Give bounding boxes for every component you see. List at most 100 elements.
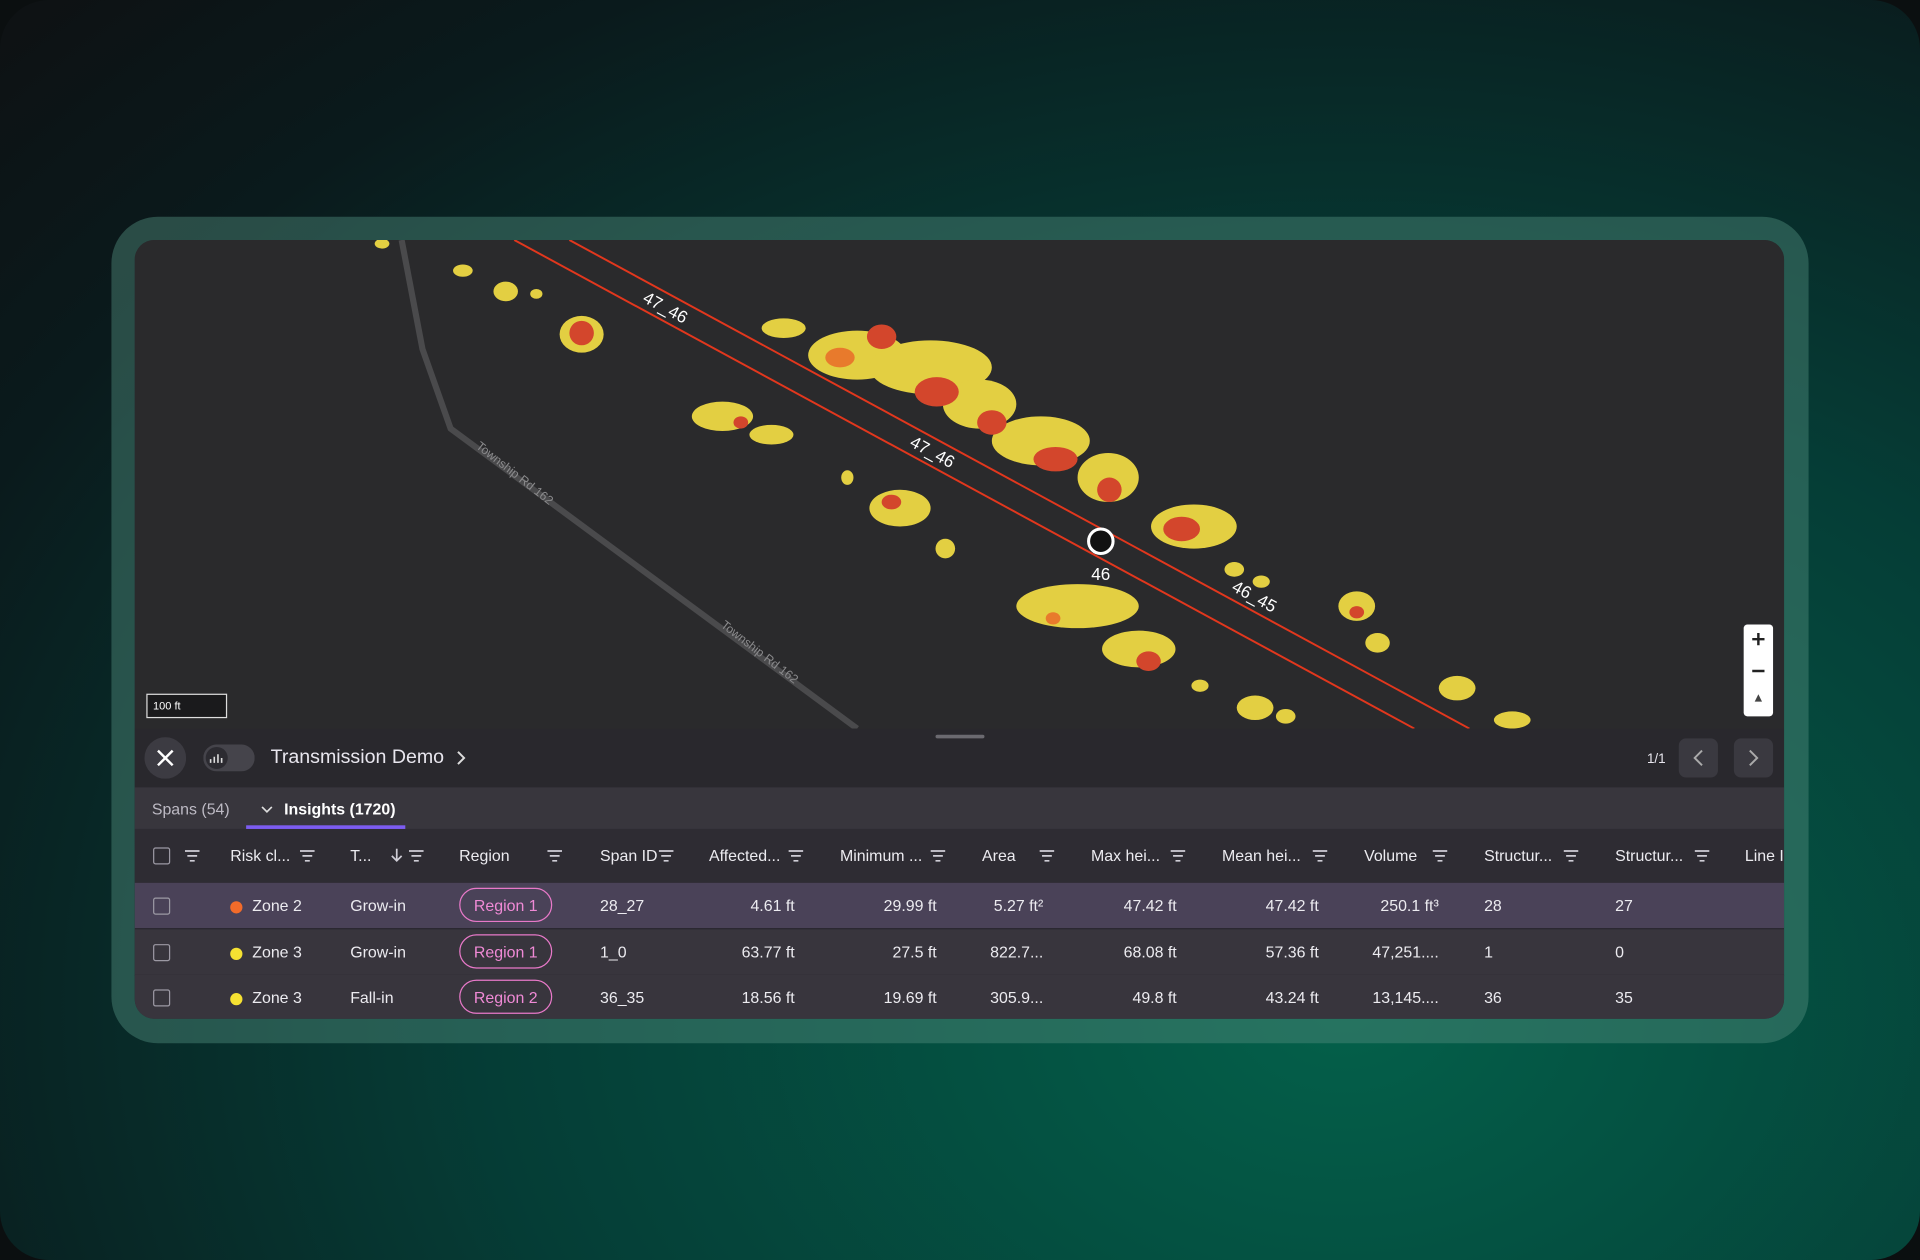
vegetation xyxy=(935,538,956,559)
table-row[interactable] xyxy=(134,974,1785,1019)
vegetation xyxy=(881,494,902,510)
column-header[interactable]: Volume xyxy=(1364,846,1418,865)
toggle[interactable] xyxy=(203,744,255,772)
table-cell: 47,251.... xyxy=(1372,942,1439,961)
chevron xyxy=(261,806,273,814)
table-cell: 36 xyxy=(1484,988,1502,1007)
column-header[interactable]: Structur... xyxy=(1615,846,1684,865)
prev-button[interactable] xyxy=(1678,738,1718,778)
vegetation xyxy=(1016,584,1139,629)
next-button[interactable] xyxy=(1733,738,1774,778)
table-row[interactable] xyxy=(134,882,1785,930)
filter-icon[interactable] xyxy=(408,850,424,862)
vegetation xyxy=(749,424,794,445)
column-header[interactable]: T... xyxy=(350,846,372,865)
risk-dot xyxy=(230,947,243,960)
table-cell: 0 xyxy=(1615,942,1624,961)
vegetation xyxy=(977,410,1007,435)
vegetation xyxy=(825,347,855,368)
column-header[interactable]: Max hei... xyxy=(1091,846,1161,865)
region-tag[interactable]: Region 2 xyxy=(459,979,553,1014)
column-header[interactable]: Region xyxy=(459,846,510,865)
tab[interactable]: Insights (1720) xyxy=(284,799,396,818)
drag-handle[interactable] xyxy=(935,734,985,739)
filter-icon[interactable] xyxy=(300,850,315,862)
vegetation xyxy=(1163,516,1201,542)
vegetation xyxy=(1365,633,1390,653)
table-cell: 1 xyxy=(1484,942,1493,961)
filter-icon[interactable] xyxy=(547,850,563,862)
checkbox[interactable] xyxy=(153,847,171,865)
table-cell: 5.27 ft² xyxy=(993,896,1044,915)
tab[interactable]: Spans (54) xyxy=(151,799,230,818)
vegetation xyxy=(1033,446,1078,472)
column-header[interactable]: Mean hei... xyxy=(1222,846,1301,865)
table-cell: 4.61 ft xyxy=(750,896,795,915)
column-header[interactable]: Structur... xyxy=(1484,846,1553,865)
column-header[interactable]: Affected... xyxy=(708,846,781,865)
vegetation xyxy=(1338,591,1376,621)
tab-bar xyxy=(134,787,1785,829)
table-cell: 29.99 ft xyxy=(883,896,937,915)
table-cell: 250.1 ft³ xyxy=(1380,896,1439,915)
filter-icon[interactable] xyxy=(930,850,946,862)
page-indicator: 1/1 xyxy=(1646,751,1666,767)
table-cell: 27.5 ft xyxy=(892,942,937,961)
table-cell: Zone 2 xyxy=(252,896,302,915)
vegetation xyxy=(1077,453,1139,503)
region-tag[interactable]: Region 1 xyxy=(459,887,553,923)
table-cell: 43.24 ft xyxy=(1265,988,1319,1007)
table-cell: Zone 3 xyxy=(252,988,302,1007)
table-cell: 822.7... xyxy=(990,942,1044,961)
vegetation xyxy=(1097,477,1122,503)
power-line xyxy=(513,240,1415,729)
vegetation xyxy=(869,489,931,527)
table-cell: 18.56 ft xyxy=(741,988,795,1007)
filter-icon[interactable] xyxy=(658,850,674,862)
table: Risk cl... T... Region Span ID Affected... Mi… xyxy=(134,828,1785,1019)
compass[interactable] xyxy=(1754,694,1763,702)
table-cell: Fall-in xyxy=(350,988,394,1007)
vegetation xyxy=(866,324,897,349)
column-header[interactable]: Risk cl... xyxy=(230,846,291,865)
table-cell: 36_35 xyxy=(600,988,645,1007)
zoom-in[interactable] xyxy=(1752,633,1765,646)
filter-icon[interactable] xyxy=(788,850,804,862)
filter-icon[interactable] xyxy=(1039,850,1055,862)
sort-icon[interactable] xyxy=(391,848,403,864)
table-cell: Zone 3 xyxy=(252,942,302,961)
vegetation xyxy=(914,377,959,407)
table-cell: 63.77 ft xyxy=(741,942,795,961)
checkbox[interactable] xyxy=(153,989,171,1007)
risk-dot xyxy=(230,993,243,1006)
filter-icon[interactable] xyxy=(1432,850,1448,862)
vegetation xyxy=(1252,575,1270,588)
filter-icon[interactable] xyxy=(184,850,200,862)
table-cell: 57.36 ft xyxy=(1265,942,1319,961)
table-cell: 19.69 ft xyxy=(883,988,937,1007)
table-row[interactable] xyxy=(134,928,1785,976)
power-line xyxy=(568,240,1470,729)
column-header[interactable]: Area xyxy=(982,846,1016,865)
checkbox[interactable] xyxy=(153,943,171,961)
vegetation xyxy=(761,318,806,338)
vegetation xyxy=(841,470,854,485)
vegetation xyxy=(1045,612,1061,625)
app-panel: 47_46 47_46 46_45 46 Township Rd 162 Tow… xyxy=(134,240,1785,1019)
filter-icon[interactable] xyxy=(1312,850,1328,862)
table-cell: 47.42 ft xyxy=(1123,896,1177,915)
column-header[interactable]: Line I xyxy=(1744,846,1784,865)
column-header[interactable]: Span ID xyxy=(600,846,658,865)
region-tag[interactable]: Region 1 xyxy=(459,933,553,968)
checkbox[interactable] xyxy=(153,897,171,915)
project-title[interactable]: Transmission Demo xyxy=(270,746,445,768)
filter-icon[interactable] xyxy=(1170,850,1186,862)
map[interactable]: 47_46 47_46 46_45 46 Township Rd 162 Tow… xyxy=(134,240,1785,729)
filter-icon[interactable] xyxy=(1563,850,1579,862)
close-button[interactable] xyxy=(144,737,187,779)
vegetation xyxy=(1349,606,1365,619)
filter-icon[interactable] xyxy=(1694,850,1710,862)
tower-node[interactable] xyxy=(1087,527,1115,556)
column-header[interactable]: Minimum ... xyxy=(840,846,923,865)
